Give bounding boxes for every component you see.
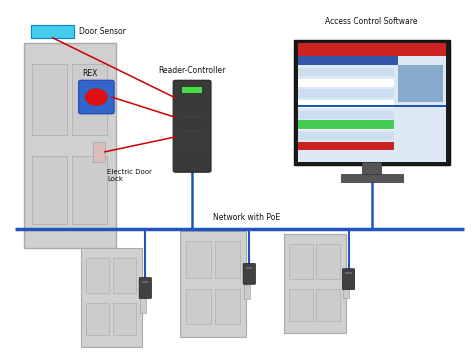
Bar (298, 43, 446, 56)
Bar (316, 289, 339, 321)
FancyBboxPatch shape (243, 263, 255, 284)
Bar (340, 174, 403, 181)
Bar (343, 284, 349, 299)
Bar (289, 289, 312, 321)
Bar (298, 121, 394, 130)
FancyBboxPatch shape (79, 80, 114, 114)
Bar (298, 120, 394, 129)
Text: Electric Door
Lock: Electric Door Lock (107, 169, 152, 182)
Bar (362, 162, 381, 177)
Bar (298, 43, 446, 162)
Bar (32, 156, 67, 224)
Bar (31, 26, 74, 38)
Circle shape (86, 89, 107, 105)
Bar (316, 244, 339, 279)
Text: Access Control Software: Access Control Software (326, 17, 418, 26)
Bar (298, 100, 394, 108)
FancyBboxPatch shape (139, 278, 152, 299)
Bar (113, 258, 137, 293)
Bar (140, 299, 146, 313)
Bar (81, 248, 143, 347)
Bar (298, 79, 394, 87)
Bar (24, 43, 117, 248)
Bar (93, 142, 105, 162)
Bar (215, 289, 240, 324)
Bar (86, 303, 109, 335)
Bar (398, 65, 443, 103)
Bar (346, 272, 352, 274)
Bar (298, 132, 394, 141)
Bar (294, 40, 450, 165)
FancyBboxPatch shape (342, 269, 355, 290)
Text: Network with PoE: Network with PoE (213, 213, 280, 222)
Bar (180, 230, 246, 337)
Bar (72, 156, 107, 224)
Bar (298, 68, 394, 76)
Bar (244, 285, 250, 300)
Bar (186, 241, 211, 278)
FancyBboxPatch shape (173, 80, 211, 172)
Text: Door Sensor: Door Sensor (79, 27, 126, 36)
Bar (113, 303, 137, 335)
Text: Reader-Controller: Reader-Controller (158, 66, 226, 75)
Bar (86, 258, 109, 293)
Bar (186, 289, 211, 324)
Bar (289, 244, 312, 279)
Bar (298, 111, 394, 119)
Bar (142, 281, 148, 283)
Bar (32, 64, 67, 135)
Bar (215, 241, 240, 278)
Bar (298, 142, 394, 150)
Bar (246, 267, 253, 269)
Bar (72, 64, 107, 135)
Bar (284, 234, 346, 333)
Bar (182, 87, 202, 93)
Text: REX: REX (82, 70, 98, 78)
Bar (298, 105, 446, 107)
Bar (298, 89, 394, 98)
Bar (298, 56, 398, 65)
